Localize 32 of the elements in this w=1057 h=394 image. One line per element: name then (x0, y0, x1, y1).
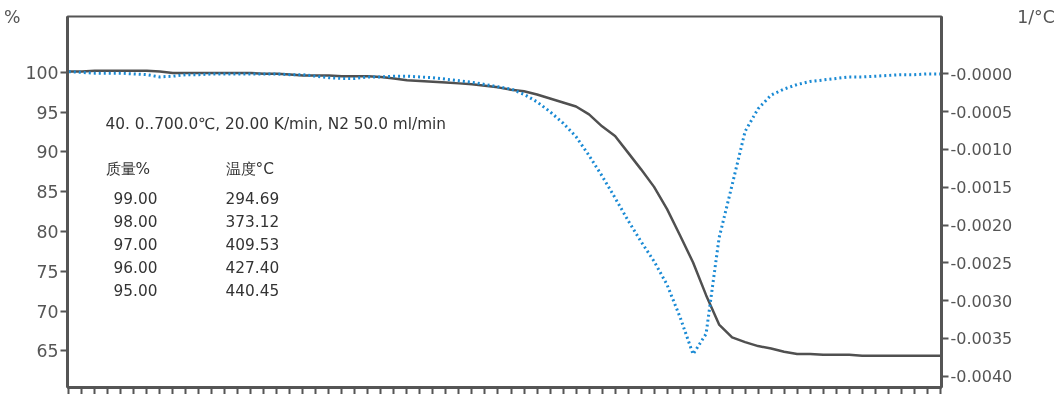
y-tick-label: 80 (36, 221, 59, 242)
annotation: 440.45 (225, 281, 280, 300)
y-tick-label: 95 (36, 102, 59, 123)
annotation: 409.53 (225, 235, 280, 254)
annotation: 427.40 (225, 258, 280, 277)
y2-tick-label: -0.0040 (950, 367, 1013, 387)
y-tick-label: 70 (36, 301, 59, 322)
annotation: 95.00 (113, 281, 158, 300)
y-axis-title: % (3, 6, 21, 27)
y2-tick-label: -0.0025 (950, 253, 1013, 273)
y-tick-label: 100 (25, 62, 59, 83)
annotation: 373.12 (225, 212, 280, 231)
annotation: 99.00 (113, 189, 158, 208)
annotation: 98.00 (113, 212, 158, 231)
y2-tick-label: -0.0005 (950, 102, 1013, 122)
annotation: 温度°C (225, 159, 274, 178)
annotation: 96.00 (113, 258, 158, 277)
y2-tick-label: -0.0020 (950, 216, 1013, 236)
y-tick-label: 65 (36, 341, 59, 362)
annotation: 质量% (105, 159, 151, 178)
annotation: 294.69 (225, 189, 280, 208)
y2-tick-label: -0.0000 (950, 64, 1013, 84)
annotation: 97.00 (113, 235, 158, 254)
y2-axis-title: 1/°C (1017, 6, 1055, 27)
y-tick-label: 75 (36, 261, 59, 282)
y2-tick-label: -0.0015 (950, 178, 1013, 198)
y2-tick-label: -0.0030 (950, 291, 1013, 311)
y-tick-label: 85 (36, 182, 59, 203)
annotation: 40. 0..700.0℃, 20.00 K/min, N2 50.0 ml/min (105, 114, 447, 133)
y2-tick-label: -0.0035 (950, 329, 1013, 349)
y2-tick-label: -0.0010 (950, 140, 1013, 160)
y-tick-label: 90 (36, 142, 59, 163)
